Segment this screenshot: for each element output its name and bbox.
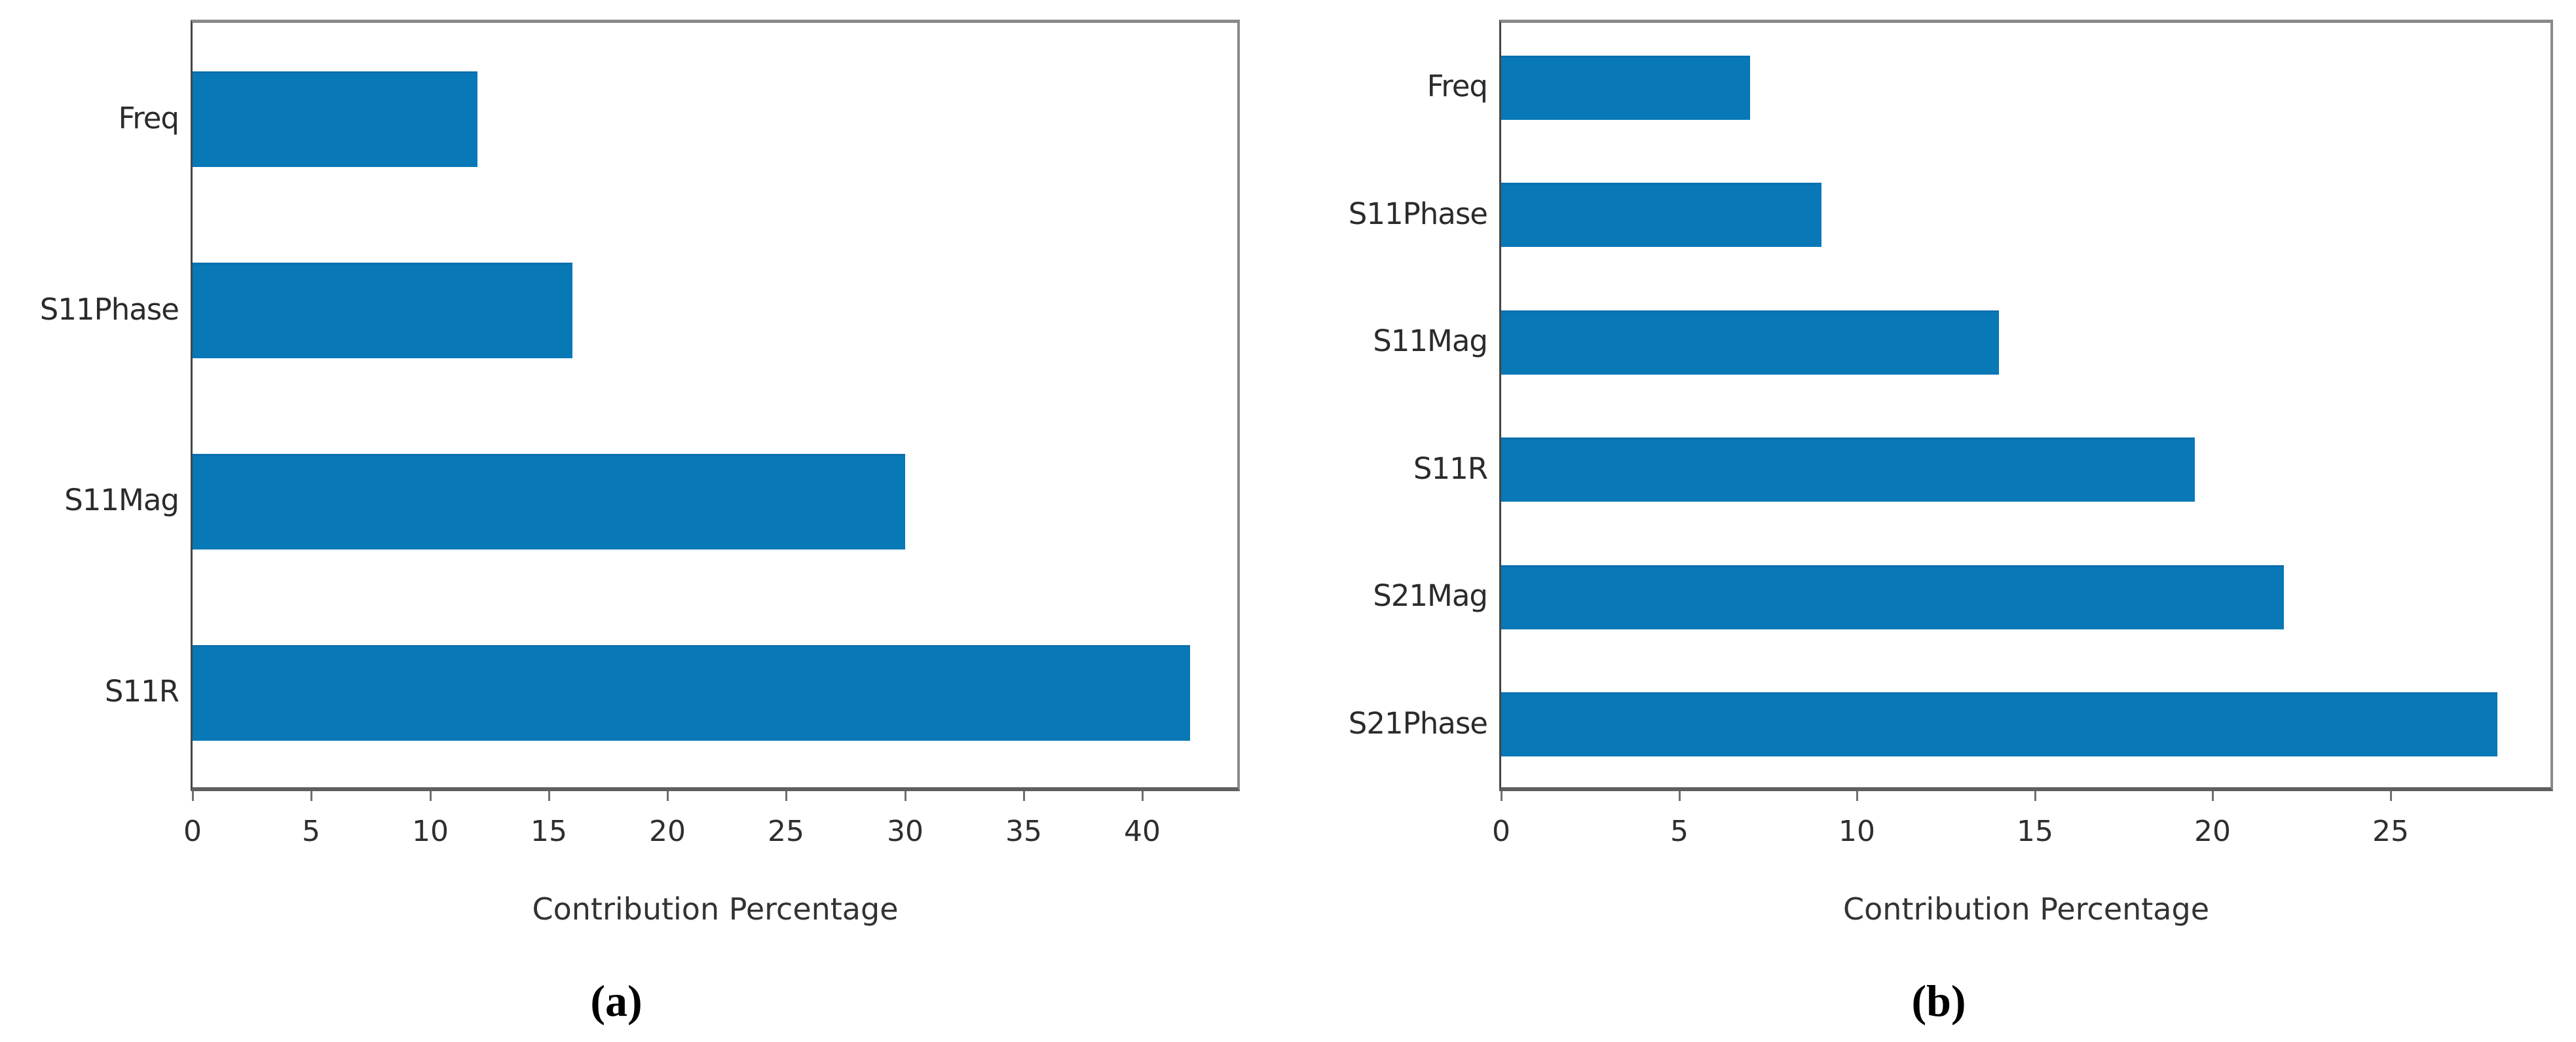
y-tick-label-s21phase: S21Phase [1348,706,1488,741]
x-tick-label-5: 5 [1670,815,1689,848]
x-tick-label-35: 35 [1005,815,1042,848]
y-tick-label-s11phase: S11Phase [1348,196,1488,231]
bar-s11mag [193,454,905,549]
bar-freq [1501,56,1750,120]
x-tick-label-10: 10 [412,815,449,848]
plot-area-a [191,20,1240,791]
bar-s21phase [1501,692,2497,756]
chart-panel-a: Contribution Percentage (a) Freq S11Phase… [39,20,1240,1026]
x-tick-label-20: 20 [2194,815,2231,848]
x-tick-mark [548,791,550,801]
x-tick-mark [1142,791,1144,801]
x-tick-mark [785,791,787,801]
x-tick-mark [905,791,906,801]
x-tick-mark [2034,791,2036,801]
x-axis-label-a: Contribution Percentage [532,891,899,927]
bar-s11phase [193,263,572,358]
x-tick-label-0: 0 [183,815,202,848]
x-tick-label-30: 30 [887,815,924,848]
x-tick-label-25: 25 [768,815,804,848]
x-tick-mark [1501,791,1503,801]
subfigure-caption-a: (a) [590,976,643,1026]
x-tick-label-25: 25 [2372,815,2409,848]
x-tick-mark [667,791,669,801]
x-tick-mark [2390,791,2392,801]
y-tick-label-s11phase: S11Phase [39,292,179,327]
y-tick-label-freq: Freq [118,101,179,136]
x-tick-label-0: 0 [1492,815,1510,848]
x-tick-label-15: 15 [2017,815,2053,848]
chart-panel-b: Contribution Percentage (b) Freq S11Phase… [1288,0,2576,1042]
y-tick-label-s11mag: S11Mag [1373,324,1488,358]
x-tick-mark [2212,791,2214,801]
x-tick-label-5: 5 [302,815,320,848]
y-tick-label-freq: Freq [1427,69,1488,103]
bar-freq [193,71,477,167]
x-tick-mark [1856,791,1858,801]
x-tick-mark [1023,791,1025,801]
y-tick-label-s11r: S11R [104,674,179,709]
x-tick-label-15: 15 [531,815,567,848]
y-tick-label-s11mag: S11Mag [64,483,179,517]
x-tick-mark [430,791,432,801]
subfigure-caption-b: (b) [1911,976,1966,1026]
x-tick-label-20: 20 [649,815,686,848]
plot-area-b [1499,20,2553,791]
bar-s21mag [1501,565,2284,629]
bar-s11phase [1501,183,1821,247]
bar-s11r [1501,437,2195,502]
x-tick-mark [1679,791,1681,801]
y-tick-label-s21mag: S21Mag [1373,578,1488,613]
x-axis-label-b: Contribution Percentage [1842,891,2209,927]
x-tick-mark [192,791,194,801]
x-tick-mark [310,791,312,801]
x-tick-label-40: 40 [1124,815,1161,848]
bar-s11r [193,645,1190,741]
y-tick-label-s11r: S11R [1413,451,1488,486]
x-tick-label-10: 10 [1839,815,1875,848]
bar-s11mag [1501,310,1999,375]
